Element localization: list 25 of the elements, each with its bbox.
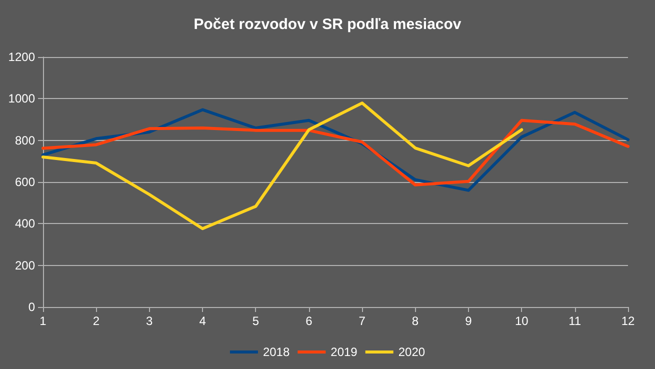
y-tick-label: 200 xyxy=(14,258,36,272)
y-tick-label: 1000 xyxy=(8,92,36,106)
line-series xyxy=(42,102,524,230)
x-tick-label: 12 xyxy=(621,314,635,328)
x-tick-label: 10 xyxy=(514,314,529,328)
x-tick-label: 5 xyxy=(252,314,260,328)
x-tick-label: 1 xyxy=(40,314,47,328)
legend-label: 2019 xyxy=(330,345,358,359)
y-tick-label: 800 xyxy=(14,133,36,148)
x-tick-label: 3 xyxy=(146,314,154,328)
y-tick-label: 0 xyxy=(28,300,36,314)
x-tick-label: 9 xyxy=(465,314,472,328)
x-tick-label: 7 xyxy=(358,314,366,328)
x-tick-label: 6 xyxy=(306,314,313,328)
x-tick-label: 11 xyxy=(568,314,582,328)
y-tick-label: 400 xyxy=(14,216,36,231)
y-tick-label: 600 xyxy=(14,175,36,189)
legend-label: 2020 xyxy=(398,345,426,359)
x-tick-label: 2 xyxy=(92,314,100,328)
line-series xyxy=(42,118,630,186)
legend-label: 2018 xyxy=(262,345,290,359)
x-tick-label: 4 xyxy=(199,314,206,328)
y-tick-label: 1200 xyxy=(8,50,36,64)
x-tick-label: 8 xyxy=(412,314,419,328)
chart-title: Počet rozvodov v SR podľa mesiacov xyxy=(194,16,462,33)
